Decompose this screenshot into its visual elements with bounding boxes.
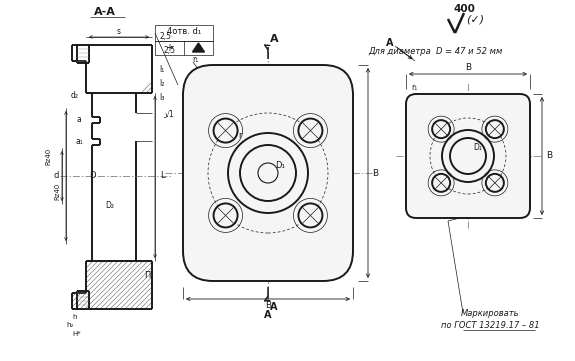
Text: 400: 400: [453, 4, 475, 14]
Text: A: A: [386, 38, 394, 48]
Text: (✓): (✓): [466, 14, 484, 24]
Circle shape: [213, 118, 237, 143]
Text: r: r: [238, 130, 242, 139]
Circle shape: [298, 204, 323, 227]
Text: +: +: [166, 43, 174, 53]
Text: B: B: [265, 301, 271, 310]
Text: h₂: h₂: [66, 322, 74, 328]
Circle shape: [298, 118, 323, 143]
FancyBboxPatch shape: [406, 94, 530, 218]
Text: A: A: [270, 302, 278, 312]
Text: a: a: [76, 116, 82, 125]
Text: D₂: D₂: [105, 201, 114, 210]
Text: l₃: l₃: [159, 92, 164, 101]
Text: s: s: [117, 26, 121, 35]
Text: B: B: [546, 152, 552, 161]
Text: B: B: [372, 169, 378, 178]
Text: A: A: [270, 34, 278, 44]
Text: h: h: [73, 314, 77, 320]
Bar: [155, 25, 213, 41]
Polygon shape: [193, 43, 205, 52]
Text: D: D: [89, 171, 95, 180]
Text: L: L: [160, 171, 164, 180]
Text: Маркировать: Маркировать: [461, 309, 519, 318]
Text: по ГОСТ 13219.17 – 81: по ГОСТ 13219.17 – 81: [440, 321, 539, 330]
Text: П: П: [144, 271, 150, 280]
Text: a₁: a₁: [75, 138, 83, 147]
Text: l₁: l₁: [159, 65, 164, 74]
Text: B: B: [465, 62, 471, 71]
Text: r₁: r₁: [192, 56, 198, 65]
Text: l₂: l₂: [159, 78, 164, 87]
Circle shape: [486, 120, 504, 138]
Circle shape: [213, 204, 237, 227]
Text: D₁: D₁: [275, 161, 285, 170]
Text: 2,5: 2,5: [164, 47, 176, 56]
Text: H*: H*: [72, 331, 81, 337]
Circle shape: [432, 120, 450, 138]
Text: 2,5: 2,5: [160, 32, 172, 42]
Circle shape: [432, 174, 450, 192]
Text: D₁: D₁: [474, 144, 482, 152]
Text: d: d: [53, 171, 59, 180]
Text: A: A: [264, 310, 272, 320]
FancyBboxPatch shape: [183, 65, 353, 281]
Bar: [155, 41, 213, 55]
Text: r₁: r₁: [411, 83, 417, 91]
Text: Rz40: Rz40: [54, 182, 60, 200]
Text: 4отв. d₁: 4отв. d₁: [167, 27, 201, 36]
Text: Для диаметра  D = 47 и 52 мм: Для диаметра D = 47 и 52 мм: [368, 47, 502, 56]
Text: Rz40: Rz40: [45, 147, 51, 165]
Text: d₂: d₂: [71, 91, 79, 100]
Text: √1: √1: [165, 109, 175, 118]
Text: A-A: A-A: [94, 7, 116, 17]
Circle shape: [486, 174, 504, 192]
